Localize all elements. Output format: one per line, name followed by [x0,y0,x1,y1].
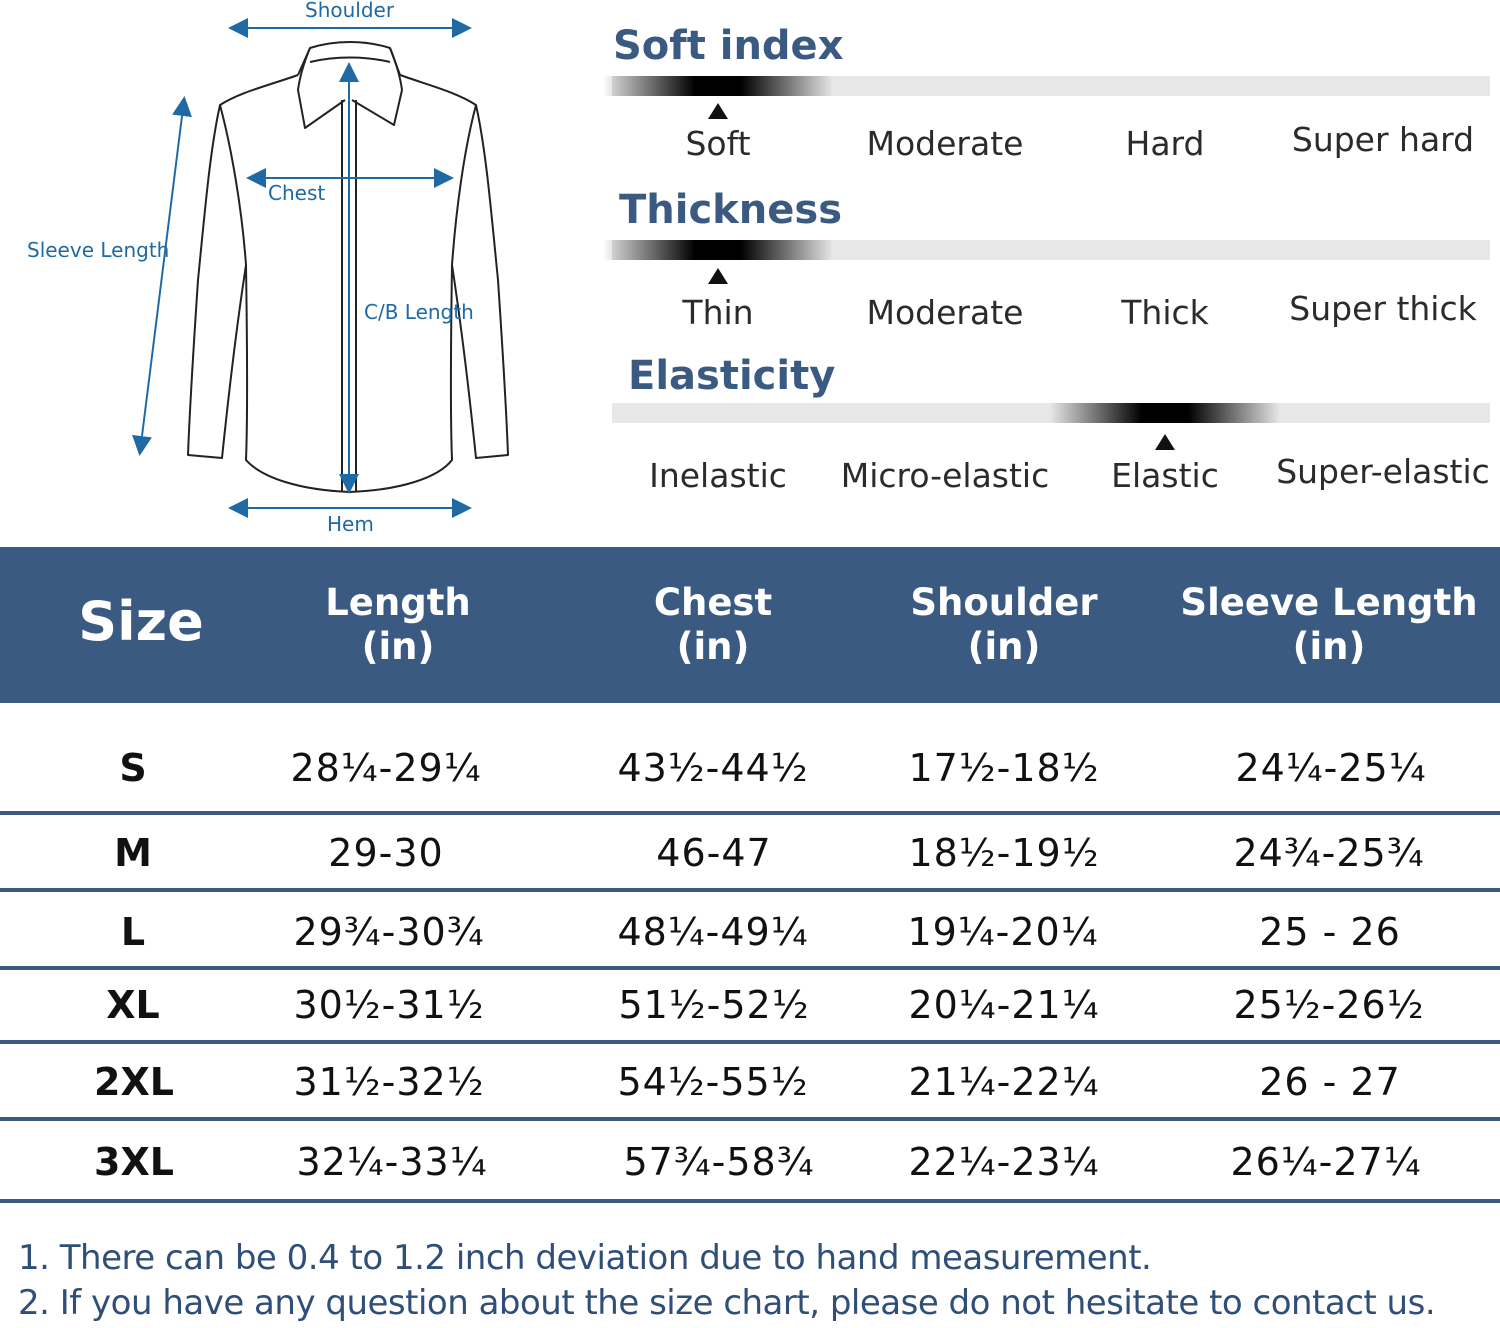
cb-length-label: C/B Length [364,300,474,324]
thickness-title: Thickness [619,187,843,233]
length-cell: 32¼-33¼ [296,1140,488,1184]
column-header-length-unit: (in) [361,625,435,668]
sleeve-length-cell: 26 - 27 [1259,1060,1401,1104]
shoulder-cell: 19¼-20¼ [907,910,1099,954]
chest-cell: 43½-44½ [617,746,809,790]
sleeve-length-cell: 24¾-25¾ [1233,831,1425,875]
shirt-outline-drawing [132,18,509,518]
chest-cell: 48¼-49¼ [617,910,809,954]
elasticity-pointer-icon [1155,434,1175,450]
thickness-pointer-icon [708,268,728,284]
column-header-chest-name: Chest [653,581,773,624]
thickness-level: Moderate [866,293,1024,332]
length-cell: 30½-31½ [293,983,485,1027]
column-header-shoulder: Shoulder (in) [910,581,1097,669]
hem-label: Hem [327,512,374,536]
soft-index-indicator [603,76,833,96]
shirt-measurement-diagram: Shoulder Chest Sleeve Length C/B Length … [0,0,600,545]
chest-cell: 54½-55½ [617,1060,809,1104]
shoulder-cell: 17½-18½ [908,746,1100,790]
sleeve-length-cell: 26¼-27¼ [1230,1140,1422,1184]
column-header-size: Size [78,590,204,653]
elasticity-level: Inelastic [649,456,787,495]
note-line: 2. If you have any question about the si… [18,1283,1436,1323]
size-cell: 3XL [94,1140,174,1184]
sleeve-length-label: Sleeve Length [27,238,170,262]
sleeve-length-cell: 25 - 26 [1259,910,1401,954]
column-header-shoulder-unit: (in) [967,625,1041,668]
length-cell: 31½-32½ [293,1060,485,1104]
column-header-sleeve-length-unit: (in) [1292,625,1366,668]
elasticity-level: Elastic [1111,456,1219,495]
row-divider [0,1199,1500,1203]
soft-index-level: Soft [685,124,751,163]
note-line: 1. There can be 0.4 to 1.2 inch deviatio… [18,1238,1152,1278]
size-cell: L [120,910,146,954]
shoulder-label: Shoulder [305,0,395,22]
row-divider [0,811,1500,815]
elasticity-indicator [1050,403,1280,423]
soft-index-pointer-icon [708,103,728,119]
soft-index-bar [603,76,1490,96]
elasticity-level: Micro-elastic [840,456,1050,495]
shoulder-cell: 18½-19½ [908,831,1100,875]
chest-cell: 51½-52½ [618,983,810,1027]
sleeve-length-cell: 24¼-25¼ [1235,746,1427,790]
shoulder-cell: 21¼-22¼ [908,1060,1100,1104]
thickness-level: Thin [682,293,754,332]
row-divider [0,1117,1500,1121]
chest-label: Chest [268,181,326,205]
soft-index-level: Hard [1125,124,1205,163]
sleeve-length-cell: 25½-26½ [1233,983,1425,1027]
column-header-sleeve-length-name: Sleeve Length [1180,581,1478,624]
thickness-bar [603,240,1490,260]
soft-index-level: Moderate [866,124,1024,163]
length-cell: 29-30 [328,831,444,875]
elasticity-level: Super-elastic [1276,452,1490,491]
length-cell: 29¾-30¾ [293,910,485,954]
elasticity-bar [612,403,1490,423]
length-cell: 28¼-29¼ [290,746,482,790]
column-header-shoulder-name: Shoulder [910,581,1098,624]
soft-index-title: Soft index [613,23,844,69]
row-divider [0,888,1500,892]
column-header-length: Length (in) [325,581,471,669]
column-header-length-name: Length [325,581,471,624]
size-cell: 2XL [94,1060,174,1104]
size-table-header: Size Length (in) Chest (in) Shoulder (in… [0,547,1500,703]
column-header-chest-unit: (in) [676,625,750,668]
column-header-chest: Chest (in) [654,581,772,669]
column-header-sleeve-length: Sleeve Length (in) [1180,581,1477,669]
chest-cell: 46-47 [656,831,772,875]
row-divider [0,1040,1500,1044]
thickness-level: Super thick [1289,289,1477,328]
shoulder-cell: 20¼-21¼ [908,983,1100,1027]
size-cell: S [119,746,147,790]
size-cell: XL [106,983,160,1027]
thickness-level: Thick [1121,293,1209,332]
row-divider [0,966,1500,970]
shoulder-cell: 22¼-23¼ [908,1140,1100,1184]
soft-index-level: Super hard [1291,120,1475,159]
elasticity-title: Elasticity [628,353,836,399]
thickness-indicator [603,240,833,260]
chest-cell: 57¾-58¾ [623,1140,815,1184]
size-cell: M [114,831,152,875]
